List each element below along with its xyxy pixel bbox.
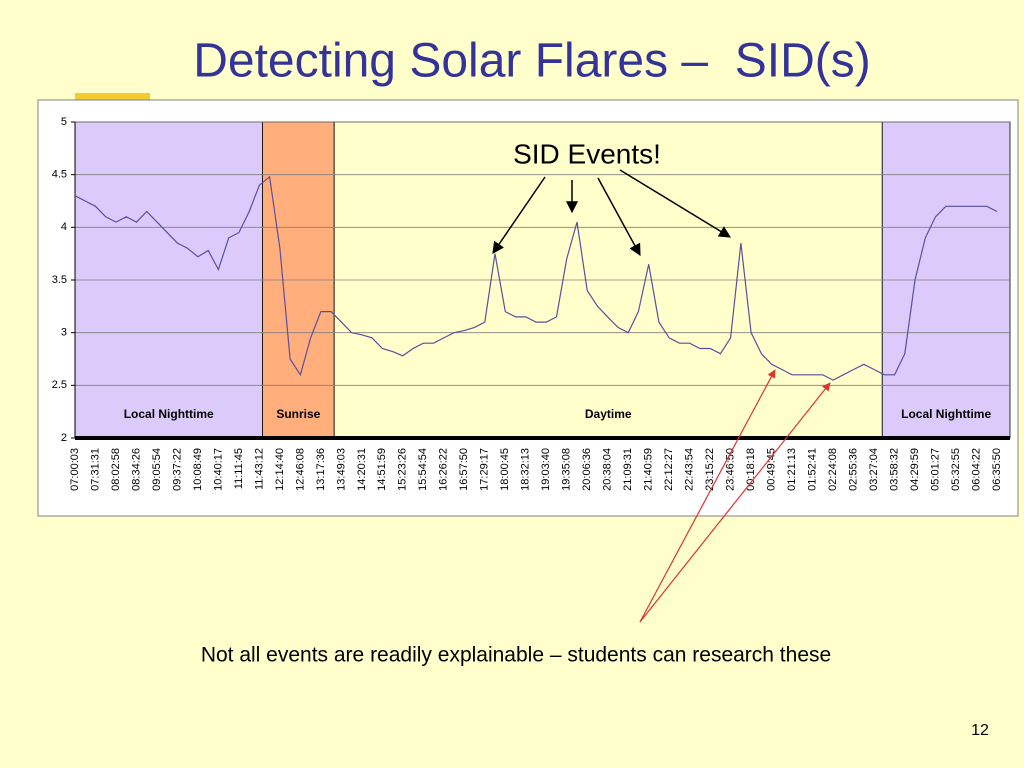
x-tick-label: 12:14:40 (274, 448, 286, 491)
x-tick-label: 02:55:36 (847, 448, 859, 491)
y-tick-label: 4.5 (52, 169, 67, 181)
x-tick-label: 12:46:08 (294, 448, 306, 491)
x-tick-label: 06:04:22 (970, 448, 982, 491)
x-tick-label: 21:40:59 (643, 448, 655, 491)
x-tick-label: 23:46:50 (725, 448, 737, 491)
x-tick-label: 19:35:08 (561, 448, 573, 491)
x-tick-label: 18:00:45 (499, 448, 511, 491)
data-line (74, 175, 998, 381)
title: Detecting Solar Flares – SID(s) (193, 35, 871, 88)
y-tick-label: 2 (61, 432, 67, 444)
event-arrows (492, 169, 732, 257)
y-tick-label: 2.5 (52, 379, 67, 391)
unexplained-arrows (639, 369, 831, 623)
x-tick-label: 18:32:13 (520, 448, 532, 491)
x-tick-label: 03:58:32 (888, 448, 900, 491)
x-tick-label: 16:26:22 (438, 448, 450, 491)
x-tick-label: 20:38:04 (602, 448, 614, 491)
y-tick-label: 4 (61, 221, 67, 233)
x-tick-label: 00:49:45 (766, 448, 778, 491)
x-tick-label: 07:00:03 (69, 448, 81, 491)
x-tick-label: 19:03:40 (540, 448, 552, 491)
x-tick-label: 15:23:26 (397, 448, 409, 491)
x-tick-label: 03:27:04 (868, 448, 880, 491)
x-tick-label: 21:09:31 (622, 448, 634, 491)
x-tick-label: 00:18:18 (745, 448, 757, 491)
region-label: Local Nighttime (124, 407, 214, 421)
x-tick-label: 09:37:22 (171, 448, 183, 491)
arrow (639, 382, 831, 623)
arrow (619, 169, 732, 238)
x-tick-label: 10:40:17 (212, 448, 224, 491)
x-tick-label: 20:06:36 (581, 448, 593, 491)
x-tick-label: 15:54:54 (417, 448, 429, 491)
x-tick-label: 22:12:27 (663, 448, 675, 491)
x-tick-label: 23:15:22 (704, 448, 716, 491)
x-tick-label: 05:01:27 (929, 448, 941, 491)
annotation: SID Events! (513, 138, 661, 169)
x-tick-label: 01:52:41 (807, 448, 819, 491)
x-tick-label: 04:29:59 (909, 448, 921, 491)
y-tick-label: 3 (61, 327, 67, 339)
x-tick-label: 08:34:26 (130, 448, 142, 491)
y-tick-label: 3.5 (52, 274, 67, 286)
region-label: Local Nighttime (901, 407, 991, 421)
arrow (492, 176, 546, 254)
x-tick-label: 14:51:59 (376, 448, 388, 491)
arrow (597, 177, 641, 257)
x-tick-label: 16:57:50 (458, 448, 470, 491)
page-number: 12 (971, 722, 989, 739)
x-tick-label: 02:24:08 (827, 448, 839, 491)
region-label: Daytime (585, 407, 632, 421)
x-tick-label: 01:21:13 (786, 448, 798, 491)
x-tick-label: 17:29:17 (479, 448, 491, 491)
x-tick-label: 13:49:03 (335, 448, 347, 491)
x-tick-label: 11:43:12 (253, 448, 265, 490)
x-tick-label: 05:32:55 (950, 448, 962, 491)
x-axis (75, 436, 1010, 440)
x-tick-label: 09:05:54 (151, 448, 163, 491)
title-accent (75, 93, 150, 103)
footnote: Not all events are readily explainable –… (201, 644, 831, 667)
x-tick-label: 14:20:31 (356, 448, 368, 491)
x-tick-label: 13:17:36 (315, 448, 327, 491)
x-tick-label: 07:31:31 (89, 448, 101, 491)
x-tick-label: 06:35:50 (991, 448, 1003, 491)
region-label: Sunrise (276, 407, 320, 421)
y-tick-label: 5 (61, 116, 67, 128)
arrow (639, 369, 776, 623)
plot: 2 2.5 3 3.5 4 4.5 5 Local Nighttime Sunrise Dayti… (52, 116, 1011, 491)
x-tick-label: 11:11:45 (233, 448, 245, 489)
x-tick-label: 08:02:58 (110, 448, 122, 491)
x-tick-label: 10:08:49 (192, 448, 204, 491)
x-tick-label: 22:43:54 (684, 448, 696, 491)
